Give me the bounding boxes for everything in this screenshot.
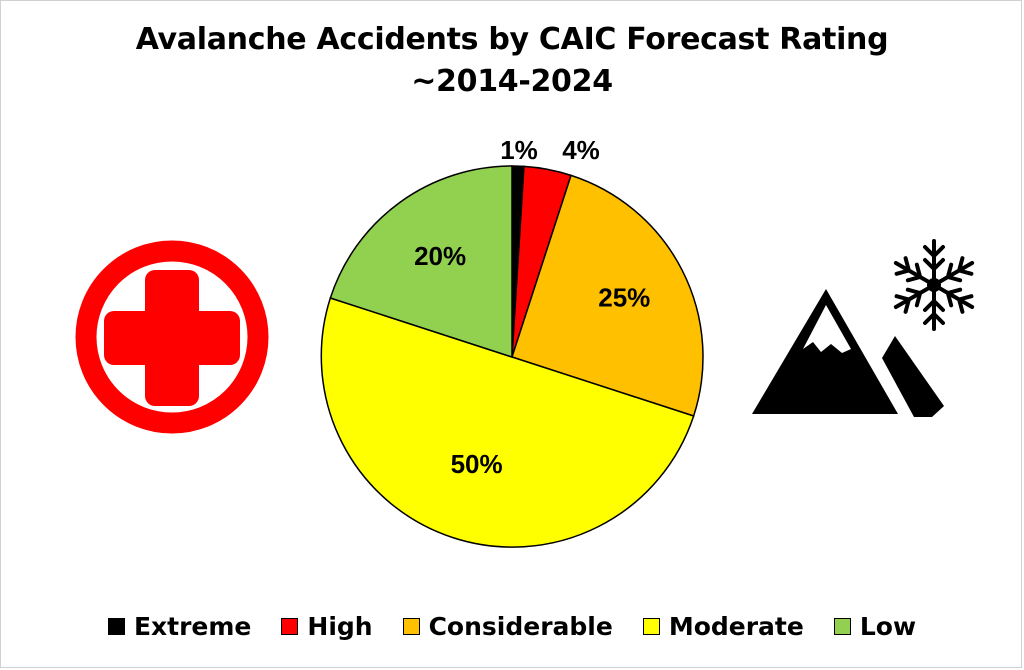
legend-item-low: Low <box>833 612 917 641</box>
legend-swatch-moderate <box>642 618 660 635</box>
legend-label-moderate: Moderate <box>668 612 804 641</box>
pie-slices <box>320 165 704 548</box>
legend-item-high: High <box>281 612 373 641</box>
legend-item-considerable: Considerable <box>402 612 613 641</box>
pie-slice-considerable <box>511 174 704 417</box>
legend-swatch-considerable <box>402 618 420 635</box>
legend-swatch-high <box>281 618 299 635</box>
legend-swatch-extreme <box>107 618 125 635</box>
pie-label-high: 4% <box>562 135 600 165</box>
snowflake-icon <box>893 239 975 331</box>
pie-slice-low <box>329 165 513 359</box>
legend-item-moderate: Moderate <box>642 612 804 641</box>
legend-label-high: High <box>307 612 373 641</box>
pie-label-low: 20% <box>414 241 466 271</box>
legend-item-extreme: Extreme <box>107 612 252 641</box>
snowy-mountain-icon <box>752 239 975 417</box>
medical-cross-icon <box>75 240 269 434</box>
chart-legend: Extreme High Considerable Moderate Low <box>0 612 1024 641</box>
legend-label-low: Low <box>859 612 917 641</box>
legend-label-extreme: Extreme <box>133 612 252 641</box>
legend-swatch-low <box>833 618 851 635</box>
pie-label-considerable: 25% <box>598 283 650 313</box>
chart-subtitle: ~2014-2024 <box>411 64 613 99</box>
chart-title: Avalanche Accidents by CAIC Forecast Rat… <box>135 22 889 57</box>
legend-label-considerable: Considerable <box>428 612 613 641</box>
pie-slice-moderate <box>320 297 695 548</box>
pie-label-extreme: 1% <box>500 135 538 165</box>
pie-label-moderate: 50% <box>451 449 503 479</box>
pie-labels: 1% 4% 25% 50% 20% <box>414 135 650 479</box>
